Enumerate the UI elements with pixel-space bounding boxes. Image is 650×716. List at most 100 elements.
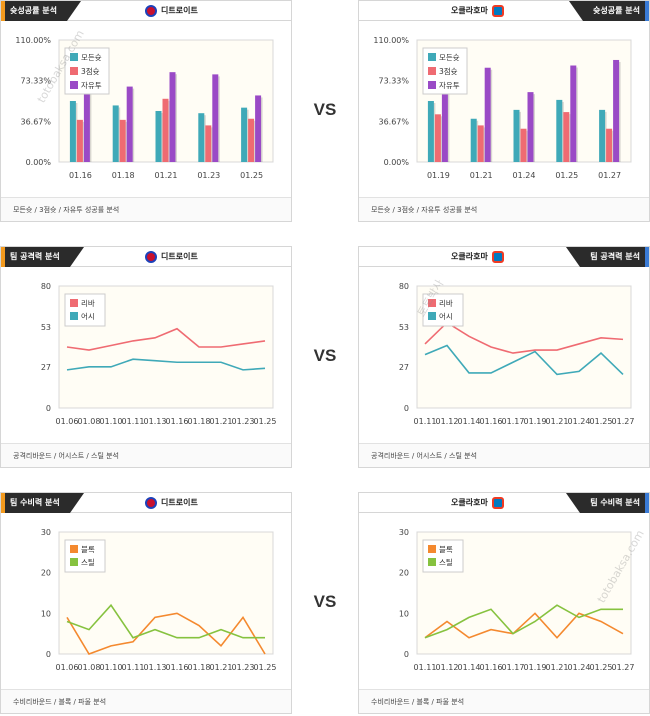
- okc-logo-icon: [491, 5, 504, 17]
- section-tag: 팀 수비력 분석: [566, 493, 649, 513]
- x-tick-label: 01.25: [254, 663, 277, 672]
- legend-label: 리바: [81, 298, 95, 308]
- bar: [198, 113, 205, 162]
- bar-shadow: [533, 94, 535, 162]
- bar: [69, 101, 76, 162]
- x-tick-label: 01.11: [122, 417, 145, 426]
- bar-shadow: [440, 116, 443, 162]
- team-name: 오클라호마: [451, 493, 504, 513]
- bar: [205, 125, 212, 162]
- x-tick-label: 01.11: [414, 417, 437, 426]
- okc-shooting-panel: 오클라호마 슛성공률 분석 0.00% 36.67% 73.33% 110.00% 01…: [358, 0, 650, 222]
- bar: [112, 105, 119, 162]
- bar-shadow: [569, 114, 571, 162]
- series-line: [66, 327, 266, 351]
- bar-shadow: [89, 70, 92, 162]
- legend-label: 자유투: [81, 81, 102, 90]
- x-tick-label: 01.11: [414, 663, 437, 672]
- series-line: [424, 321, 624, 354]
- bar-shadow: [433, 103, 436, 162]
- det-logo-icon: [145, 251, 157, 263]
- bar-shadow: [161, 112, 163, 162]
- det-offense-panel: 팀 공격력 분석 디트로이트 0 27 53 80 01.06 01.08 01.10 01.…: [0, 246, 292, 468]
- y-tick-label: 110.00%: [373, 36, 409, 45]
- x-tick-label: 01.23: [232, 663, 255, 672]
- x-tick-label: 01.18: [112, 171, 135, 180]
- bar: [83, 68, 90, 162]
- y-tick-label: 10: [399, 609, 409, 618]
- x-tick-label: 01.25: [555, 171, 578, 180]
- x-tick-label: 01.24: [568, 663, 591, 672]
- team-label: 디트로이트: [161, 498, 198, 507]
- x-tick-label: 01.21: [210, 663, 233, 672]
- x-tick-label: 01.08: [78, 417, 101, 426]
- legend-swatch: [428, 299, 436, 307]
- x-tick-label: 01.16: [166, 417, 189, 426]
- x-tick-label: 01.23: [197, 171, 220, 180]
- bar-shadow: [82, 121, 85, 162]
- bar-shadow: [118, 107, 121, 162]
- x-tick-label: 01.12: [436, 663, 459, 672]
- det-logo-icon: [145, 5, 157, 17]
- panel-header: 오클라호마 팀 공격력 분석: [359, 247, 649, 267]
- team-name: 오클라호마: [451, 247, 504, 267]
- series-line: [66, 612, 266, 655]
- panel-footer: 공격리바운드 / 어시스트 / 스틸 분석: [359, 443, 649, 467]
- x-tick-label: 01.27: [612, 663, 635, 672]
- bar: [527, 92, 534, 162]
- panel-footer: 모든슛 / 3점슛 / 자유투 성공률 분석: [1, 197, 291, 221]
- legend-swatch: [428, 67, 436, 75]
- x-tick-label: 01.27: [612, 417, 635, 426]
- bar-shadow: [605, 111, 607, 162]
- x-tick-label: 01.06: [56, 417, 79, 426]
- x-tick-label: 01.18: [188, 663, 211, 672]
- y-tick-label: 53: [399, 323, 409, 332]
- legend-label: 블록: [439, 545, 453, 554]
- bar: [513, 109, 520, 162]
- panel-header: 팀 공격력 분석 디트로이트: [1, 247, 291, 267]
- legend-label: 3점슛: [439, 66, 458, 76]
- y-tick-label: 0: [46, 404, 51, 413]
- x-tick-label: 01.21: [155, 171, 178, 180]
- bar: [427, 101, 434, 162]
- bar: [563, 112, 570, 162]
- team-name: 오클라호마: [451, 1, 504, 21]
- section-tag: 슛성공률 분석: [569, 1, 649, 21]
- bar: [484, 67, 491, 162]
- chart-container: 0 27 53 80 01.11 01.12 01.14 01.16 01.17 01.19 01.…: [359, 268, 649, 443]
- y-tick-label: 0.00%: [26, 158, 52, 167]
- x-tick-label: 01.16: [480, 663, 503, 672]
- legend-swatch: [70, 312, 78, 320]
- y-tick-label: 80: [399, 282, 409, 291]
- legend-label: 자유투: [439, 81, 460, 90]
- y-tick-label: 73.33%: [378, 77, 409, 86]
- x-tick-label: 01.06: [56, 663, 79, 672]
- legend-swatch: [428, 53, 436, 61]
- panel-footer: 수비리바운드 / 블록 / 파울 분석: [1, 689, 291, 713]
- bar: [441, 73, 448, 162]
- team-label: 디트로이트: [161, 252, 198, 261]
- y-tick-label: 36.67%: [20, 117, 51, 126]
- team-label: 오클라호마: [451, 498, 488, 507]
- bar: [126, 86, 133, 162]
- y-tick-label: 110.00%: [15, 36, 51, 45]
- y-tick-label: 53: [41, 323, 51, 332]
- det-logo-icon: [145, 497, 157, 509]
- bar-shadow: [526, 130, 528, 162]
- legend-swatch: [428, 81, 436, 89]
- okc-shooting-chart: 0.00% 36.67% 73.33% 110.00% 01.19 01.21 01.24 0…: [373, 36, 632, 180]
- bar-shadow: [211, 127, 213, 162]
- x-tick-label: 01.21: [210, 417, 233, 426]
- det-shooting-chart: 0.00% 36.67% 73.33% 110.00% 01.16 01.18 01.21 0…: [15, 36, 274, 180]
- y-tick-label: 0: [404, 404, 409, 413]
- okc-offense-panel: 오클라호마 팀 공격력 분석 0 27 53 80 01.11 01.12 01.14 01.…: [358, 246, 650, 468]
- bar-shadow: [483, 127, 486, 162]
- bar: [470, 118, 477, 162]
- x-tick-label: 01.24: [513, 171, 536, 180]
